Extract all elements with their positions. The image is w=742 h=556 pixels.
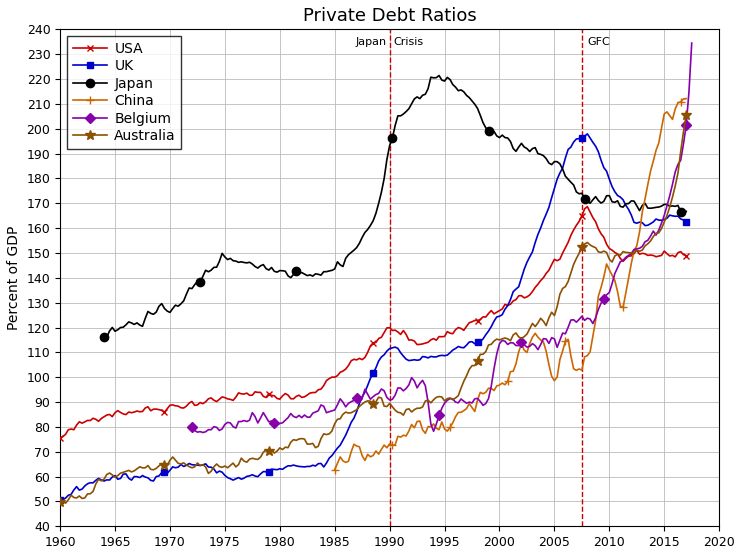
USA <box>56 435 65 441</box>
Japan <box>99 334 108 340</box>
Japan <box>256 262 265 269</box>
Australia <box>56 498 65 505</box>
UK <box>361 389 370 395</box>
Belgium <box>347 398 355 405</box>
Belgium <box>190 427 199 434</box>
Australia <box>682 112 691 118</box>
China <box>682 95 691 102</box>
USA <box>429 335 438 342</box>
USA <box>215 396 224 403</box>
Line: China: China <box>330 95 690 474</box>
Line: Belgium: Belgium <box>188 39 695 436</box>
Japan <box>435 72 444 79</box>
Australia <box>619 248 628 255</box>
Japan <box>388 135 397 141</box>
Japan <box>300 271 309 277</box>
China <box>638 208 647 215</box>
Japan <box>234 259 243 266</box>
Belgium <box>198 429 207 436</box>
UK <box>583 131 592 137</box>
UK <box>154 473 163 479</box>
UK <box>432 354 441 360</box>
Line: Australia: Australia <box>55 110 691 508</box>
UK <box>429 354 438 360</box>
China <box>514 349 523 355</box>
USA <box>432 337 441 344</box>
Text: Crisis: Crisis <box>393 37 423 47</box>
Belgium <box>256 415 265 421</box>
USA <box>682 252 691 259</box>
Line: USA: USA <box>56 203 690 441</box>
Y-axis label: Percent of GDP: Percent of GDP <box>7 226 21 330</box>
Australia <box>364 398 372 404</box>
USA <box>154 406 163 413</box>
Australia <box>432 394 441 401</box>
Belgium <box>188 424 197 430</box>
Legend: USA, UK, Japan, China, Belgium, Australia: USA, UK, Japan, China, Belgium, Australi… <box>67 36 182 148</box>
USA <box>361 354 370 361</box>
China <box>539 339 548 345</box>
Japan <box>116 324 125 331</box>
Line: Japan: Japan <box>100 71 690 341</box>
Line: UK: UK <box>56 131 690 503</box>
Japan <box>682 208 691 215</box>
UK <box>56 497 65 503</box>
Australia <box>157 460 166 467</box>
China <box>347 449 355 455</box>
Text: Japan: Japan <box>355 37 387 47</box>
China <box>330 466 339 473</box>
UK <box>215 468 224 474</box>
Text: GFC: GFC <box>588 37 610 47</box>
Belgium <box>443 397 452 404</box>
China <box>427 424 436 430</box>
China <box>608 272 617 279</box>
Japan <box>207 267 216 274</box>
USA <box>619 258 628 265</box>
USA <box>583 203 592 210</box>
Title: Private Debt Ratios: Private Debt Ratios <box>303 7 476 25</box>
Belgium <box>404 381 413 388</box>
UK <box>682 219 691 225</box>
Australia <box>217 464 226 471</box>
Belgium <box>267 418 276 424</box>
Australia <box>61 500 70 507</box>
Belgium <box>687 39 696 46</box>
Australia <box>435 393 444 400</box>
UK <box>619 196 628 203</box>
